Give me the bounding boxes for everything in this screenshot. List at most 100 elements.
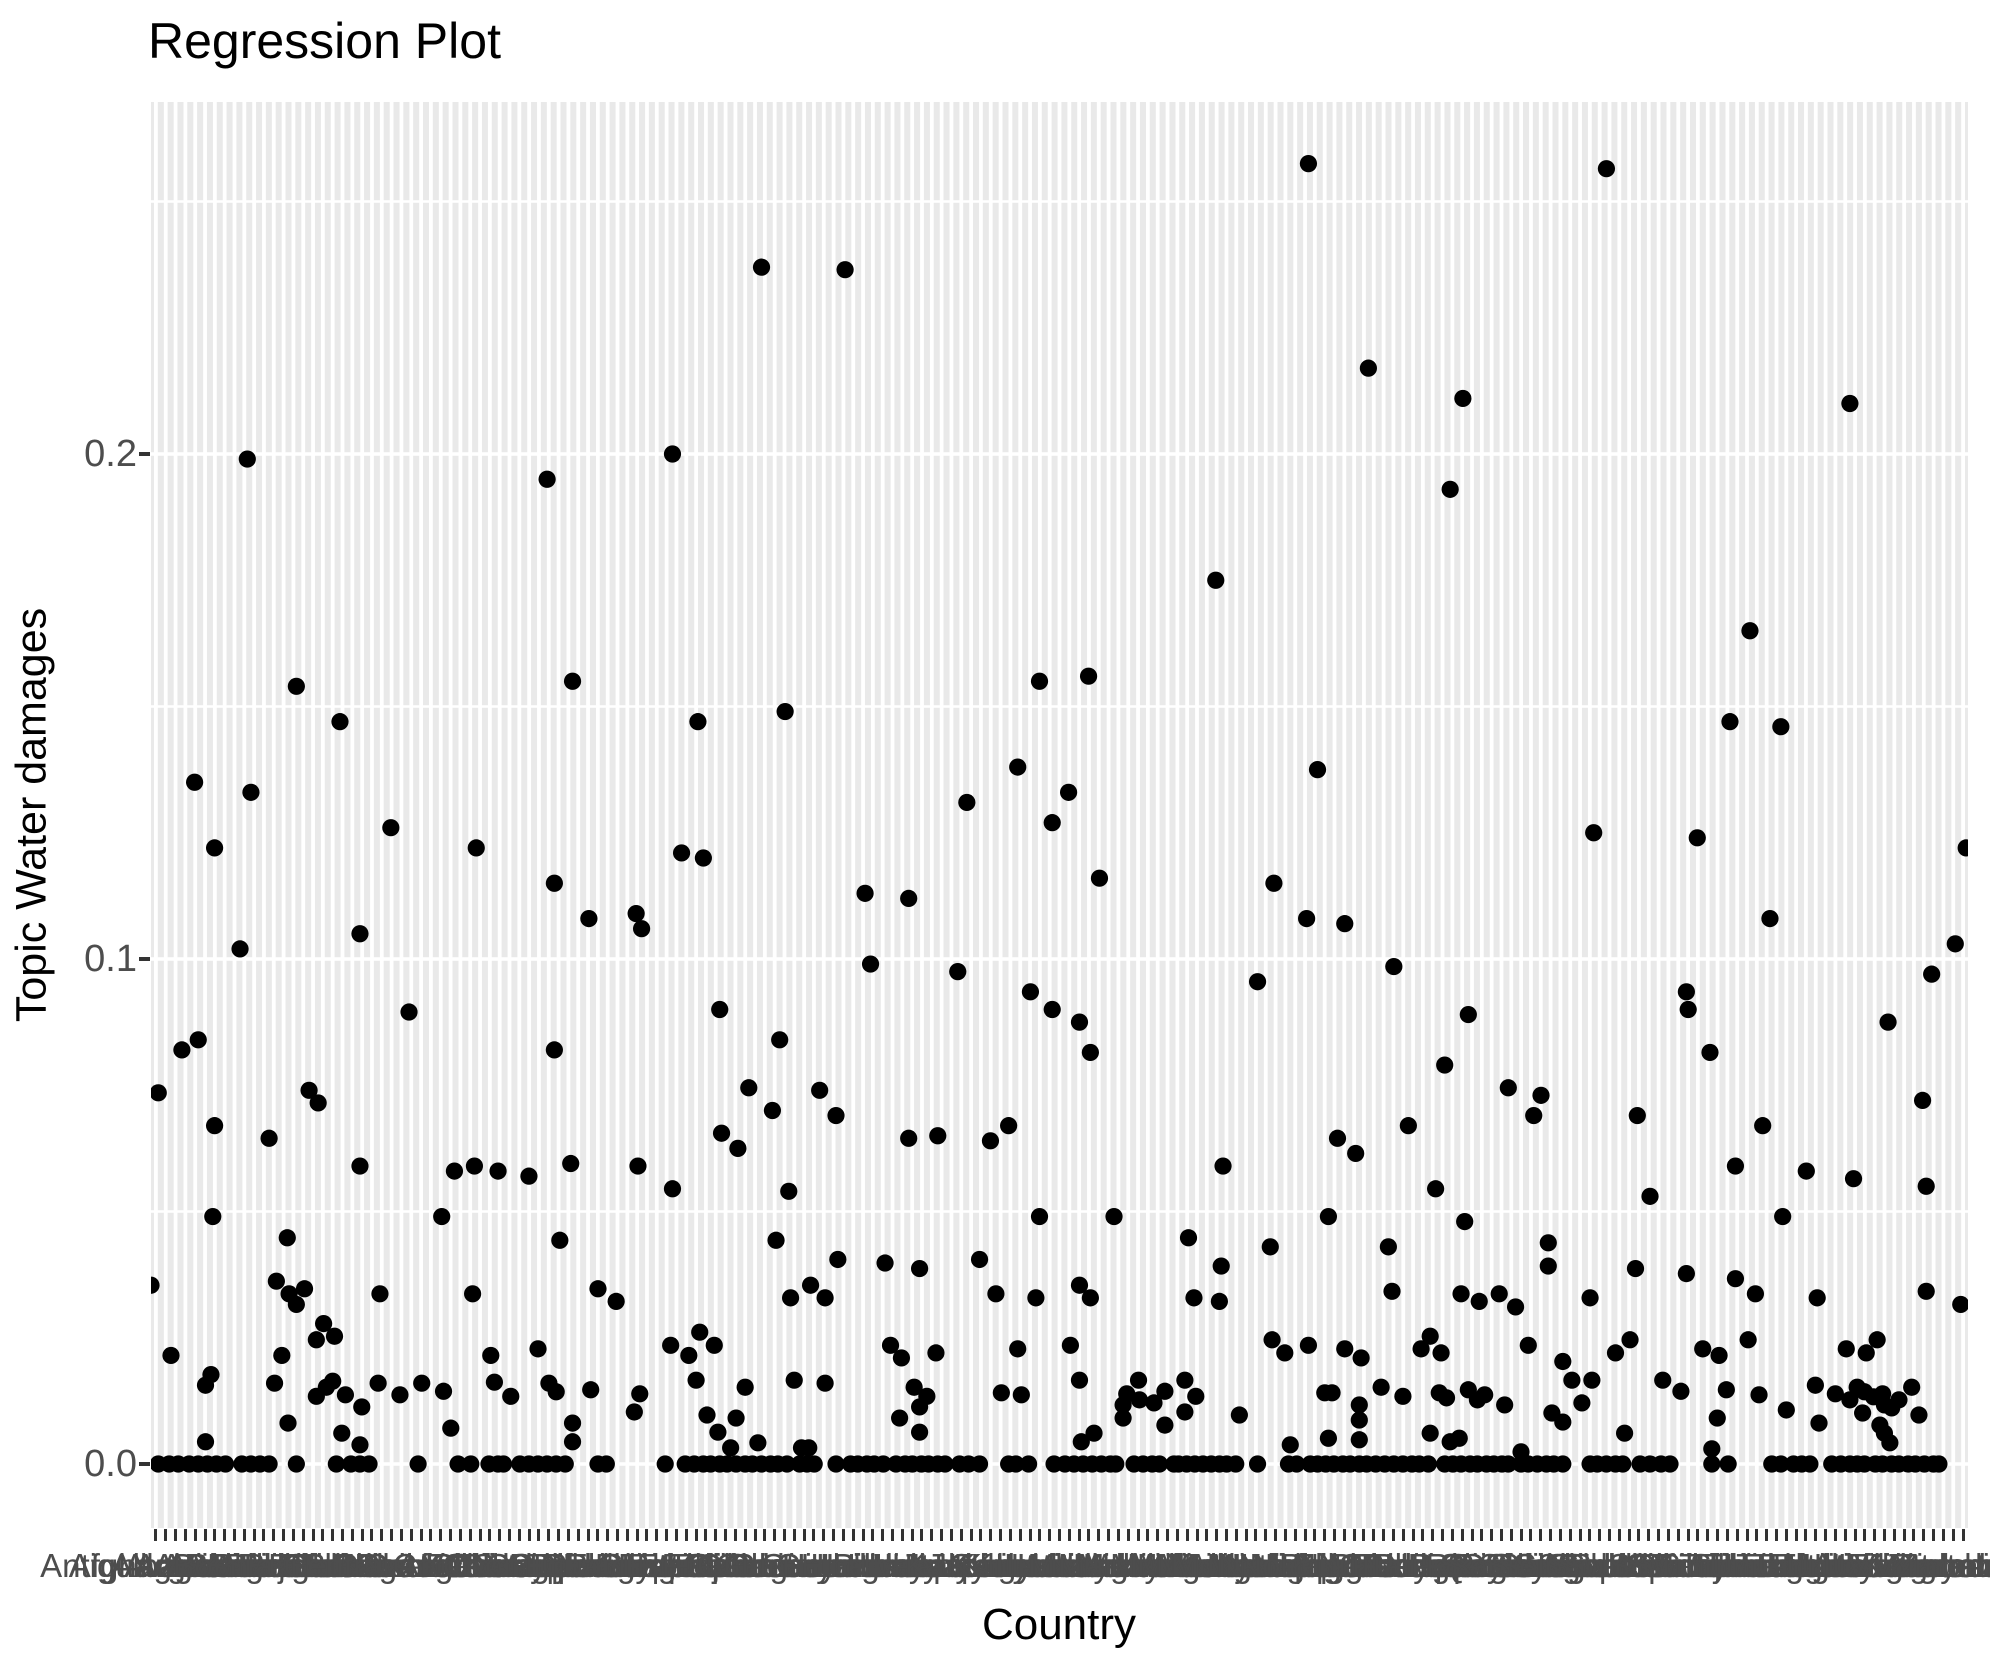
x-tick-label: Seychelles (1490, 1547, 1651, 1584)
x-tick-mark (1716, 1529, 1720, 1541)
x-tick-mark (331, 1529, 335, 1541)
data-point (711, 1000, 729, 1019)
data-point (629, 1157, 647, 1175)
x-tick-label: Mali (1127, 1547, 1188, 1584)
data-point (1710, 1346, 1728, 1365)
x-tick-label: Jordan (930, 1547, 1032, 1584)
data-point (1708, 1409, 1726, 1427)
data-point (434, 1382, 453, 1400)
x-tick-mark (1912, 1529, 1916, 1541)
x-tick-mark (154, 1529, 158, 1541)
x-tick-mark (1028, 1529, 1032, 1541)
x-tick-label: Botswana (289, 1547, 435, 1584)
data-point (1703, 1455, 1721, 1473)
x-tick-mark (1696, 1529, 1700, 1541)
x-tick-mark (1784, 1529, 1788, 1541)
x-tick-label: Senegal (1490, 1547, 1612, 1584)
data-point (992, 1384, 1010, 1402)
x-tick-label: Canada (392, 1547, 509, 1584)
x-tick-mark (1391, 1529, 1395, 1541)
data-point (631, 1385, 649, 1403)
x-tick-label: United Kingdom (1757, 1547, 1990, 1584)
data-point (1499, 1455, 1517, 1473)
x-tick-mark (449, 1529, 453, 1541)
x-tick-label: Papua New Guinea (1279, 1547, 1566, 1584)
data-point (1308, 761, 1327, 779)
data-point (1679, 1000, 1697, 1019)
data-point (1746, 1285, 1765, 1303)
x-tick-mark (871, 1529, 875, 1541)
x-tick-label: Bulgaria (331, 1547, 453, 1584)
x-tick-label: Cabo Verde (333, 1547, 509, 1584)
data-point (1212, 1257, 1230, 1275)
data-point (1519, 1336, 1537, 1354)
data-point (1452, 1285, 1470, 1303)
data-point (1539, 1234, 1557, 1252)
x-tick-mark (1568, 1529, 1572, 1541)
x-tick-label: Bahrain (207, 1547, 321, 1584)
data-point (1701, 1043, 1719, 1062)
x-tick-label: Mauritius (1130, 1547, 1264, 1584)
x-tick-mark (1175, 1529, 1179, 1541)
data-point (1726, 1157, 1745, 1175)
x-tick-mark (223, 1529, 227, 1541)
data-point (563, 1433, 582, 1451)
data-point (151, 1084, 167, 1102)
data-point (351, 1436, 369, 1454)
data-point (482, 1346, 500, 1365)
data-point (1043, 1000, 1061, 1019)
data-point (1930, 1455, 1948, 1473)
x-tick-mark (213, 1529, 217, 1541)
x-tick-label: Marshall Islands (1058, 1547, 1297, 1584)
x-tick-label: Moldova (1164, 1547, 1289, 1584)
x-tick-mark (311, 1529, 315, 1541)
x-tick-mark (390, 1529, 394, 1541)
x-tick-label: Tonga (1751, 1547, 1842, 1584)
x-tick-mark (822, 1529, 826, 1541)
x-tick-label: Indonesia (820, 1547, 965, 1584)
x-tick-mark (1892, 1529, 1896, 1541)
data-point (722, 1439, 740, 1457)
x-tick-mark (616, 1529, 620, 1541)
x-tick-label: Azerbaijan (166, 1547, 323, 1584)
x-tick-mark (1499, 1529, 1503, 1541)
data-point (336, 1386, 355, 1404)
x-tick-label: Liberia (1029, 1547, 1129, 1584)
x-tick-label: Russia (1451, 1547, 1552, 1584)
x-tick-label: Panama (1351, 1547, 1475, 1584)
x-tick-label: Saint Lucia (1439, 1547, 1603, 1584)
x-tick-mark (733, 1529, 737, 1541)
data-point (1810, 1414, 1828, 1432)
x-tick-mark (1686, 1529, 1690, 1541)
data-point (829, 1250, 847, 1269)
chart-title: Regression Plot (148, 13, 501, 69)
x-tick-label: Dominican Republic (460, 1547, 755, 1584)
x-tick-label: Cuba (509, 1547, 589, 1584)
x-tick-mark (1509, 1529, 1513, 1541)
data-point (1677, 983, 1695, 1001)
x-tick-label: Nigeria (1292, 1547, 1397, 1584)
data-point (1476, 1386, 1494, 1404)
x-tick-mark (1627, 1529, 1631, 1541)
x-tick-mark (1519, 1529, 1523, 1541)
data-point (353, 1398, 371, 1416)
data-point (1263, 1331, 1281, 1349)
data-point (805, 1455, 823, 1473)
x-tick-label: Malaysia (1072, 1547, 1204, 1584)
x-tick-label: Thailand (1703, 1547, 1830, 1584)
data-point (800, 1439, 818, 1457)
x-tick-label: Estonia (621, 1547, 732, 1584)
x-tick-label: Germany (696, 1547, 833, 1584)
data-point (582, 1381, 600, 1399)
x-tick-label: Kyrgyzstan (948, 1547, 1112, 1584)
data-point (1496, 1396, 1514, 1414)
x-tick-mark (498, 1529, 502, 1541)
x-tick-mark (1166, 1529, 1170, 1541)
data-point (705, 1336, 723, 1354)
x-tick-label: Egypt (594, 1547, 680, 1584)
x-tick-mark (439, 1529, 443, 1541)
x-tick-label: Haiti (810, 1547, 877, 1584)
data-point (1319, 1429, 1338, 1447)
x-tick-label: Guyana (775, 1547, 892, 1584)
x-tick-mark (252, 1529, 256, 1541)
